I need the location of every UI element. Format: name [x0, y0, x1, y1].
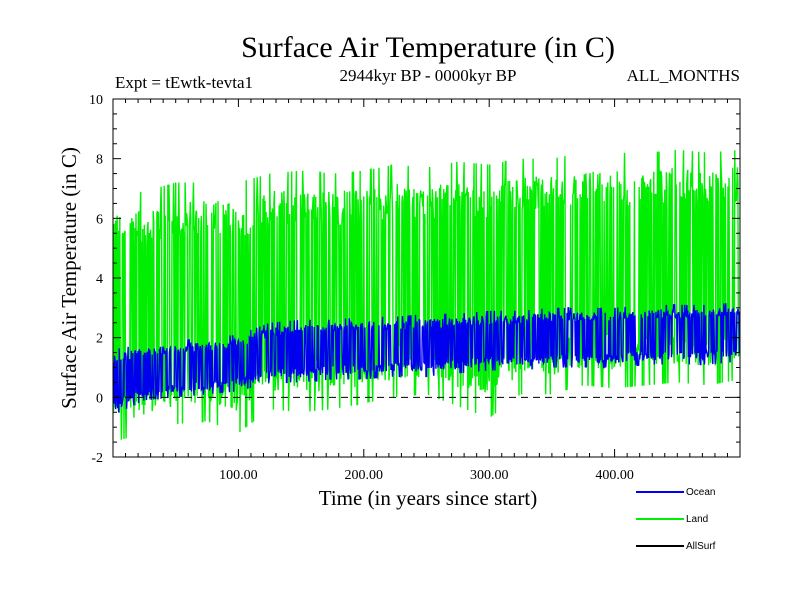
- y-tick-label: 6: [96, 212, 103, 227]
- y-axis-label: Surface Air Temperature (in C): [57, 147, 81, 409]
- axes: 100.00 200.00 300.00 400.00 -2 0 2 4 6 8 10: [89, 93, 740, 483]
- legend-label-ocean: Ocean: [686, 487, 715, 498]
- y-tick-label: 10: [89, 93, 103, 108]
- y-tick-label: 4: [96, 272, 103, 287]
- series-ocean-line: [113, 303, 740, 413]
- legend-label-allsurf: AllSurf: [686, 541, 716, 552]
- y-tick-label: 8: [96, 153, 103, 168]
- chart-title: Surface Air Temperature (in C): [241, 31, 615, 64]
- y-tick-label: 2: [96, 332, 103, 347]
- x-tick-label: 400.00: [595, 468, 634, 483]
- x-tick-label: 100.00: [219, 468, 258, 483]
- experiment-label: Expt = tEwtk-tevta1: [115, 73, 253, 92]
- y-tick-label: -2: [91, 451, 103, 466]
- months-label: ALL_MONTHS: [627, 66, 740, 85]
- y-tick-label: 0: [96, 391, 103, 406]
- legend: Ocean Land AllSurf: [636, 487, 716, 552]
- legend-label-land: Land: [686, 514, 708, 525]
- time-range-label: 2944kyr BP - 0000kyr BP: [340, 66, 517, 85]
- plot-area: [113, 149, 740, 440]
- x-axis-label: Time (in years since start): [319, 486, 538, 510]
- series-land-line: [113, 149, 740, 440]
- x-tick-label: 200.00: [345, 468, 384, 483]
- x-tick-label: 300.00: [470, 468, 509, 483]
